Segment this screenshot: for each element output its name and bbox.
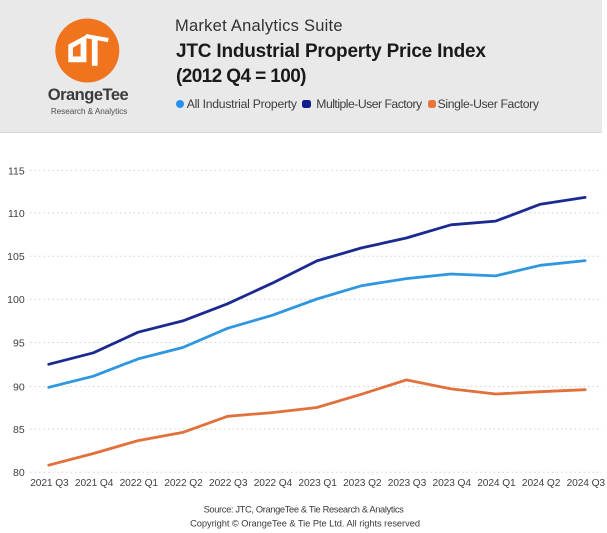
- svg-text:2024 Q2: 2024 Q2: [522, 478, 561, 489]
- svg-text:2023 Q3: 2023 Q3: [388, 478, 427, 489]
- svg-text:2023 Q1: 2023 Q1: [298, 478, 337, 489]
- svg-text:85: 85: [13, 424, 25, 436]
- svg-text:110: 110: [8, 208, 25, 220]
- svg-text:Source: JTC, OrangeTee & Tie R: Source: JTC, OrangeTee & Tie Research & …: [204, 505, 405, 515]
- svg-text:2022 Q1: 2022 Q1: [120, 478, 159, 489]
- svg-text:90: 90: [13, 381, 25, 393]
- svg-text:115: 115: [8, 165, 25, 177]
- svg-text:2022 Q2: 2022 Q2: [164, 478, 203, 489]
- svg-text:2021 Q3: 2021 Q3: [30, 478, 69, 489]
- svg-text:100: 100: [7, 294, 25, 306]
- svg-text:105: 105: [7, 251, 25, 263]
- svg-text:2024 Q1: 2024 Q1: [477, 478, 516, 489]
- svg-text:80: 80: [13, 467, 25, 479]
- svg-text:2023 Q2: 2023 Q2: [343, 478, 382, 489]
- svg-text:2021 Q4: 2021 Q4: [75, 478, 114, 489]
- svg-text:95: 95: [13, 337, 25, 349]
- svg-text:Copyright © OrangeTee & Tie Pt: Copyright © OrangeTee & Tie Pte Ltd. All…: [190, 519, 420, 529]
- svg-text:2022 Q3: 2022 Q3: [209, 478, 248, 489]
- svg-text:2022 Q4: 2022 Q4: [254, 478, 293, 489]
- svg-text:2024 Q3: 2024 Q3: [567, 478, 606, 489]
- svg-text:2023 Q4: 2023 Q4: [433, 478, 472, 489]
